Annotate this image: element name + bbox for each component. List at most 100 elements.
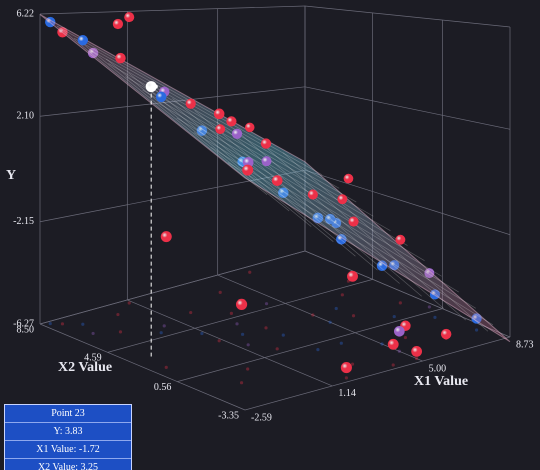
point [440, 328, 452, 340]
y-tick-label: 2.10 [17, 111, 35, 122]
surface-mesh [216, 121, 422, 297]
point [112, 18, 124, 30]
x2-tick-label: 4.59 [84, 353, 102, 364]
point [395, 234, 406, 245]
point [185, 98, 196, 109]
wall-grid-line [304, 5, 511, 28]
surface-mesh [142, 89, 408, 246]
surface-mesh [159, 103, 425, 262]
point [393, 325, 405, 337]
tooltip-line: X2 Value: 3.25 [5, 458, 131, 470]
surface-mesh [106, 58, 312, 227]
point [337, 194, 348, 205]
point [411, 346, 423, 357]
floor-grid-line [244, 336, 511, 411]
point [226, 116, 237, 127]
surface-mesh [210, 146, 477, 309]
floor-shadow [397, 349, 401, 353]
floor-shadow [60, 322, 65, 326]
floor-shadow [392, 314, 396, 319]
floor-shadow [217, 339, 221, 343]
surface-mesh [282, 152, 489, 332]
point [347, 270, 358, 282]
point [213, 108, 225, 120]
floor-grid-line [39, 323, 246, 411]
floor-shadow [91, 331, 95, 336]
point [235, 298, 248, 311]
tooltip-line: X1 Value: -1.72 [5, 440, 131, 458]
floor-shadow [427, 305, 431, 309]
y-tick-label: -2.15 [13, 216, 34, 227]
surface-mesh [193, 132, 459, 293]
floor-shadow [248, 270, 252, 274]
floor-shadow [246, 367, 250, 371]
floor-shadow [235, 322, 239, 326]
floor-shadow [246, 343, 250, 347]
floor-grid-line [127, 299, 333, 387]
floor-shadow [218, 290, 222, 294]
floor-shadow [344, 376, 348, 380]
floor-shadow [264, 326, 268, 330]
x2-tick-label: 0.56 [154, 382, 172, 393]
point [244, 122, 255, 133]
floor-shadow [118, 330, 123, 334]
floor-shadow [334, 306, 338, 311]
tooltip: Point 23 Y: 3.83 X1 Value: -1.72 X2 Valu… [4, 404, 132, 470]
floor-shadow [398, 301, 402, 305]
floor-shadow [391, 363, 395, 367]
floor-shadow [339, 341, 343, 345]
floor-shadow [164, 365, 168, 369]
floor-shadow [311, 313, 315, 317]
surface-mesh [238, 132, 444, 309]
floor-shadow [433, 315, 437, 319]
point [307, 189, 318, 200]
floor-shadow [240, 332, 245, 336]
floor-shadow [81, 322, 85, 326]
floor-shadow [380, 342, 384, 346]
surface-mesh [227, 162, 494, 326]
x1-tick-label: 8.73 [516, 339, 534, 350]
surface-mesh [73, 38, 340, 189]
surface-mesh [83, 44, 290, 212]
floor-shadow [189, 310, 193, 315]
point [231, 128, 243, 139]
tooltip-title: Point 23 [51, 408, 85, 419]
floor-shadow [415, 356, 419, 361]
point [160, 231, 172, 243]
floor-shadow [162, 324, 166, 328]
point [340, 362, 352, 374]
x2-tick-label: -3.35 [218, 410, 239, 421]
point [242, 164, 254, 176]
wall-grid-line [39, 5, 306, 15]
surface-mesh [61, 29, 268, 195]
point [77, 35, 89, 46]
floor-shadow [200, 331, 204, 336]
floor-shadow [328, 320, 332, 324]
x1-axis-title: X1 Value [414, 374, 468, 389]
point [124, 12, 135, 23]
point [260, 138, 272, 149]
point [155, 91, 167, 103]
x2-axis-title: X2 Value [58, 360, 112, 375]
x1-tick-label: 1.14 [338, 388, 356, 399]
floor-shadow [239, 381, 244, 385]
floor-shadow [474, 328, 479, 332]
floor-shadow [127, 301, 131, 305]
floor-shadow [229, 311, 234, 315]
x1-tick-label: -2.59 [251, 412, 272, 423]
point [215, 124, 226, 135]
point [343, 173, 354, 184]
surface-mesh [125, 76, 391, 232]
point [115, 52, 126, 64]
surface-mesh [260, 142, 467, 321]
y-axis-title: Y [6, 168, 16, 183]
floor-shadow [159, 331, 163, 335]
x2-tick-label: 8.50 [17, 324, 35, 335]
highlight-point [145, 81, 157, 93]
floor-grid-line [107, 279, 373, 353]
floor-shadow [351, 314, 356, 318]
surface-mesh [194, 110, 400, 284]
floor-shadow [48, 321, 52, 326]
tooltip-line: Y: 3.83 [5, 422, 131, 440]
